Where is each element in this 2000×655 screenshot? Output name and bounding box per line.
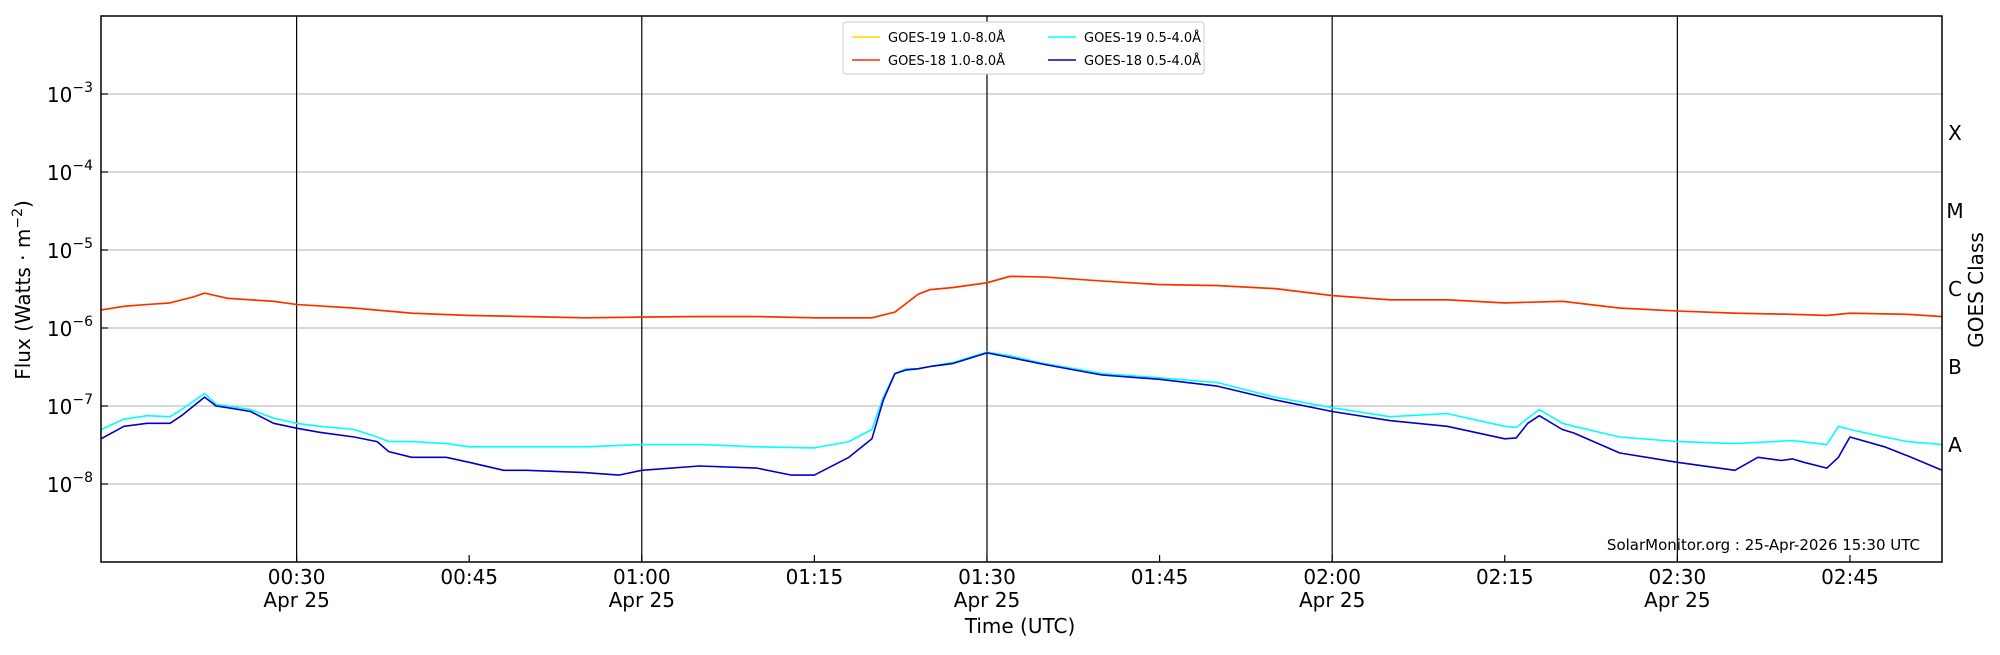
goes-class-label-x: X	[1948, 121, 1962, 145]
goes-class-labels: A B C M X	[1946, 121, 1963, 457]
vertical-lines-layer	[296, 16, 1678, 562]
legend-label-3: GOES-19 0.5-4.0Å	[1084, 30, 1201, 46]
y-tick-label: 10−3	[47, 80, 93, 107]
y-tick-label-base: 10	[47, 473, 72, 497]
y-tick-labels: 10−810−710−610−510−410−3	[47, 80, 93, 497]
x-tick-label-date: Apr 25	[1644, 588, 1710, 612]
goes-class-label-c: C	[1948, 277, 1962, 301]
series-line-1	[100, 275, 1943, 319]
grid-layer	[101, 93, 1942, 485]
legend-box	[842, 21, 1205, 75]
legend-label-4: GOES-18 0.5-4.0Å	[1084, 53, 1201, 69]
x-tick-label-time: 00:45	[440, 565, 498, 589]
goes-class-axis-label: GOES Class	[1964, 232, 1988, 348]
y-axis-label-close: )	[11, 200, 35, 208]
x-axis-label: Time (UTC)	[964, 614, 1076, 638]
x-tick-label-time: 02:15	[1476, 565, 1534, 589]
x-tick-label-time: 02:30	[1649, 565, 1707, 589]
y-tick-label: 10−4	[47, 158, 93, 185]
x-tick-label-date: Apr 25	[263, 588, 329, 612]
y-tick-label-exponent: −7	[72, 392, 93, 408]
y-tick-label-exponent: −6	[72, 314, 93, 330]
y-axis-label-exponent: −2	[10, 208, 26, 229]
y-tick-label-base: 10	[47, 395, 72, 419]
x-tick-label-time: 01:00	[613, 565, 671, 589]
y-tick-label-exponent: −5	[72, 236, 93, 252]
legend: GOES-19 1.0-8.0Å GOES-18 1.0-8.0Å GOES-19 …	[842, 21, 1205, 75]
y-tick-label: 10−6	[47, 314, 93, 341]
tick-layer	[101, 93, 1851, 562]
series-line-2	[100, 275, 1943, 319]
x-tick-label-time: 02:45	[1821, 565, 1879, 589]
series-layer	[100, 275, 1943, 476]
y-tick-label-exponent: −4	[72, 158, 93, 174]
y-tick-label-base: 10	[47, 239, 72, 263]
y-tick-label: 10−5	[47, 236, 93, 263]
x-tick-label-time: 01:15	[786, 565, 844, 589]
credit-annotation: SolarMonitor.org : 25-Apr-2026 15:30 UTC	[1607, 536, 1920, 554]
x-tick-label-date: Apr 25	[609, 588, 675, 612]
x-tick-label-time: 02:00	[1303, 565, 1361, 589]
legend-label-2: GOES-18 1.0-8.0Å	[888, 53, 1005, 69]
x-tick-label-date: Apr 25	[1299, 588, 1365, 612]
y-tick-label-base: 10	[47, 317, 72, 341]
series-line-4	[100, 352, 1943, 476]
y-tick-label-base: 10	[47, 161, 72, 185]
y-axis-label: Flux (Watts · m−2)	[10, 200, 35, 380]
goes-class-label-a: A	[1948, 433, 1962, 457]
x-tick-label-time: 01:45	[1131, 565, 1189, 589]
y-tick-label: 10−8	[47, 470, 93, 497]
y-tick-label-base: 10	[47, 83, 72, 107]
y-tick-label: 10−7	[47, 392, 93, 419]
goes-class-label-m: M	[1946, 199, 1963, 223]
legend-label-1: GOES-19 1.0-8.0Å	[888, 30, 1005, 46]
x-tick-label-date: Apr 25	[954, 588, 1020, 612]
plot-frame	[100, 15, 1943, 563]
x-tick-label-time: 00:30	[268, 565, 326, 589]
goes-class-label-b: B	[1948, 355, 1962, 379]
y-tick-label-exponent: −3	[72, 80, 93, 96]
series-line-3	[100, 351, 1943, 449]
y-tick-label-exponent: −8	[72, 470, 93, 486]
y-axis-label-main: Flux (Watts · m	[11, 229, 35, 380]
x-tick-label-time: 01:30	[958, 565, 1016, 589]
